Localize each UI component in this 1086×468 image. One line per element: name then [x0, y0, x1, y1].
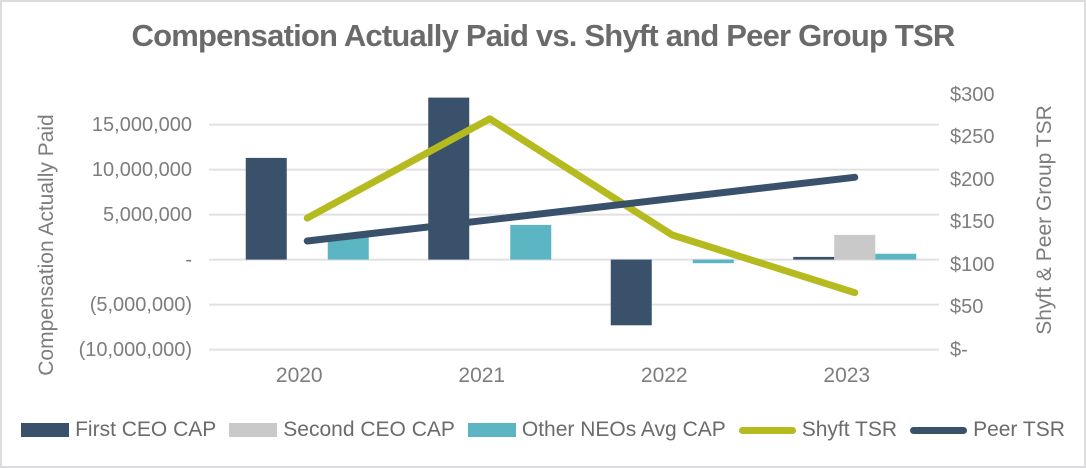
x-axis-label-2022: 2022: [640, 364, 688, 387]
bar-other-neos-avg-cap-2022: [692, 259, 734, 264]
left-axis-tick-label: 5,000,000: [103, 203, 192, 226]
left-axis-tick-label: 10,000,000: [91, 158, 192, 181]
legend-label: Second CEO CAP: [283, 418, 455, 441]
right-axis-tick-label: $300: [950, 84, 995, 106]
right-axis-tick-label: $150: [950, 211, 995, 234]
bar-first-ceo-cap-2021: [428, 97, 470, 260]
legend-swatch-bar: [467, 423, 516, 437]
right-axis-tick-label: $50: [950, 296, 984, 319]
bar-other-neos-avg-cap-2021: [510, 224, 552, 260]
right-axis-tick-label: $-: [950, 338, 968, 361]
legend-label: Peer TSR: [973, 418, 1065, 441]
legend-swatch-line: [738, 426, 796, 434]
left-axis-tick-label: (5,000,000): [89, 293, 192, 316]
right-axis-tick-label: $250: [950, 126, 995, 149]
right-axis-tick-label: $200: [950, 168, 995, 191]
line-peer-tsr: [303, 173, 859, 245]
left-axis-tick-label: 15,000,000: [91, 113, 192, 136]
legend-label: Other NEOs Avg CAP: [521, 418, 726, 441]
chart-title: Compensation Actually Paid vs. Shyft and…: [131, 18, 955, 53]
legend-item-first-ceo-cap: First CEO CAP: [21, 418, 216, 442]
legend-item-other-neos-avg-cap: Other NEOs Avg CAP: [467, 418, 726, 442]
legend-swatch-line: [910, 426, 968, 434]
bar-other-neos-avg-cap-2023: [875, 253, 917, 260]
left-axis-tick-label: (10,000,000): [78, 338, 192, 361]
bar-first-ceo-cap-2022: [610, 259, 652, 326]
legend-item-second-ceo-cap: Second CEO CAP: [229, 418, 455, 442]
bar-first-ceo-cap-2023: [793, 256, 835, 260]
x-axis-label-2021: 2021: [458, 364, 506, 387]
legend-item-shyft-tsr: Shyft TSR: [738, 418, 898, 442]
right-axis-tick-label: $100: [950, 253, 995, 276]
legend-swatch-bar: [21, 423, 70, 437]
legend-label: Shyft TSR: [801, 418, 898, 441]
x-axis-label-2023: 2023: [823, 364, 871, 387]
legend-swatch-bar: [229, 423, 278, 437]
legend: First CEO CAP Second CEO CAP Other NEOs Av…: [2, 418, 1084, 442]
bar-second-ceo-cap-2023: [834, 234, 876, 260]
legend-label: First CEO CAP: [75, 418, 217, 441]
legend-item-peer-tsr: Peer TSR: [910, 418, 1065, 442]
bar-first-ceo-cap-2020: [245, 157, 287, 260]
x-axis-label-2020: 2020: [275, 364, 323, 387]
line-shyft-tsr: [303, 115, 859, 297]
left-axis-tick-label: -: [185, 248, 192, 271]
